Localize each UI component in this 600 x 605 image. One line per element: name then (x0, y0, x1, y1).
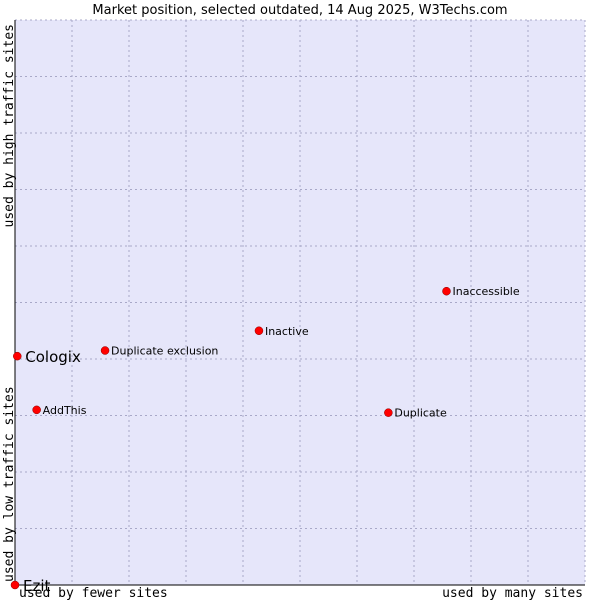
data-point-duplicate-exclusion[interactable]: Duplicate exclusion (100, 345, 218, 358)
x-axis-label-right: used by many sites (442, 586, 583, 600)
point-label: Duplicate exclusion (111, 345, 218, 358)
point-marker[interactable] (254, 326, 264, 335)
point-marker[interactable] (32, 405, 41, 415)
data-points: Ezit Cologix AddThis Duplicate exclusion Ina… (10, 285, 520, 595)
data-point-inaccessible[interactable]: Inaccessible (442, 285, 520, 298)
point-marker[interactable] (10, 580, 20, 590)
point-marker[interactable] (100, 346, 110, 355)
data-point-addthis[interactable]: AddThis (32, 404, 87, 417)
chart-title: Market position, selected outdated, 14 A… (92, 3, 507, 18)
point-label: Ezit (23, 577, 51, 595)
point-label: AddThis (43, 404, 87, 417)
data-point-duplicate[interactable]: Duplicate (384, 407, 447, 420)
x-axis-label-left: used by fewer sites (19, 586, 168, 600)
y-axis-label-top: used by high traffic sites (2, 24, 17, 228)
data-point-inactive[interactable]: Inactive (254, 325, 309, 338)
point-marker[interactable] (13, 351, 22, 361)
point-label: Inaccessible (452, 285, 519, 298)
point-label: Cologix (25, 348, 81, 366)
point-marker[interactable] (442, 286, 451, 296)
data-point-ezit[interactable]: Ezit (10, 577, 51, 595)
grid-lines (15, 19, 586, 585)
point-label: Duplicate (394, 407, 447, 420)
y-axis-label-bottom: used by low traffic sites (2, 386, 17, 582)
point-marker[interactable] (384, 408, 393, 417)
point-label: Inactive (265, 325, 309, 338)
data-point-cologix[interactable]: Cologix (13, 348, 81, 366)
